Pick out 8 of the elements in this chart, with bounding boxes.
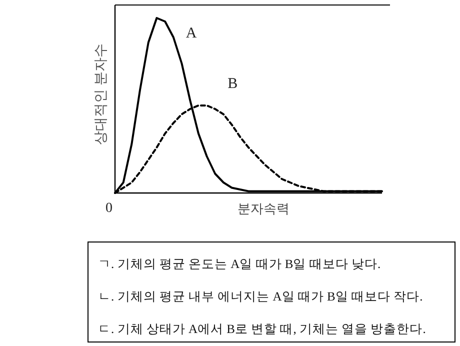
text: ㄱ. 기체의 평균 온도는 A일 때가 B일 때보다 낮다. bbox=[98, 257, 381, 271]
y-axis-title: 상대적인 분자수 bbox=[94, 43, 109, 145]
text: ㄴ. 기체의 평균 내부 에너지는 A일 때가 B일 때보다 작다. bbox=[98, 290, 423, 304]
x-axis-title: 분자속력 bbox=[238, 201, 290, 216]
series-label: B bbox=[228, 76, 238, 92]
series-label: A bbox=[186, 25, 197, 42]
text: ㄷ. 기체 상태가 A에서 B로 변할 때, 기체는 열을 방출한다. bbox=[98, 322, 426, 336]
text: 0 bbox=[106, 201, 112, 216]
